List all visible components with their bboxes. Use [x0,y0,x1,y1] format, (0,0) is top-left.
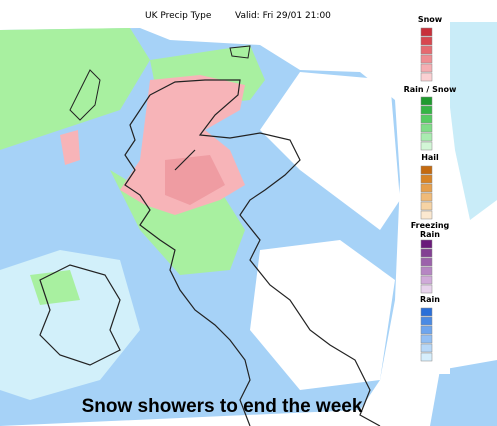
legend: Snow Rain / Snow Hail Freezing Rain Rain [404,12,457,374]
legend-swatch [420,72,433,82]
legend-swatch [420,201,433,211]
legend-swatch [420,96,433,106]
legend-swatch [420,105,433,115]
legend-swatch [420,123,433,133]
legend-swatch [420,174,433,184]
coastline [39,264,121,366]
rain-area [430,360,497,426]
legend-swatch [420,248,433,258]
legend-label: Freezing Rain [411,221,450,239]
legend-swatch [420,325,433,335]
valid-time: Valid: Fri 29/01 21:00 [235,11,331,21]
legend-swatch [420,284,433,294]
legend-label: Snow [418,15,443,24]
legend-label: Rain / Snow [404,85,457,94]
legend-swatch [420,63,433,73]
legend-swatch [420,275,433,285]
legend-swatch [420,141,433,151]
dry-area [250,240,395,390]
legend-swatch [420,54,433,64]
legend-swatch [420,45,433,55]
swatches [420,27,433,362]
legend-swatch [420,132,433,142]
island [229,45,251,59]
legend-swatch [420,27,433,37]
dry-area [260,72,400,230]
snow-area [60,130,80,165]
legend-swatch [420,183,433,193]
legend-swatch [420,36,433,46]
map [0,22,497,426]
island [69,69,101,121]
map-title: UK Precip Type [145,11,212,21]
legend-swatch [420,316,433,326]
light-rain [440,22,497,220]
legend-swatch [420,210,433,220]
legend-swatch [420,343,433,353]
caption: Snow showers to end the week [82,396,363,417]
legend-swatch [420,266,433,276]
legend-swatch [420,114,433,124]
legend-swatch [420,165,433,175]
legend-swatch [420,352,433,362]
legend-swatch [420,192,433,202]
coastline [124,79,381,426]
legend-swatch [420,307,433,317]
snow-area [165,155,225,205]
legend-label: Rain [420,295,440,304]
legend-label: Hail [421,153,439,162]
legend-swatch [420,239,433,249]
legend-swatch [420,257,433,267]
mixed-area [0,28,150,150]
legend-swatch [420,334,433,344]
